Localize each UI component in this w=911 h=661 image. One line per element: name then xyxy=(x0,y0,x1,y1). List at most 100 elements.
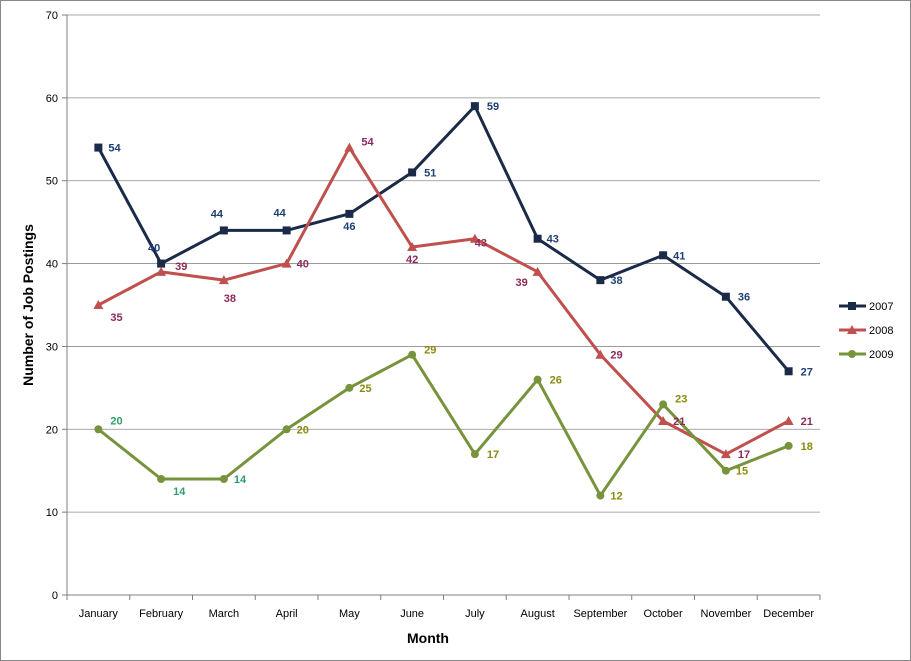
data-point xyxy=(595,349,606,359)
y-tick-label: 50 xyxy=(46,176,58,188)
x-tick-label: July xyxy=(465,608,485,620)
legend-label: 2009 xyxy=(869,349,893,361)
data-point xyxy=(407,242,418,251)
data-point xyxy=(408,168,417,177)
data-label: 20 xyxy=(297,424,309,436)
data-point xyxy=(344,142,355,152)
data-label: 54 xyxy=(361,137,374,149)
data-point xyxy=(345,383,354,392)
data-label: 39 xyxy=(175,261,187,273)
data-label: 25 xyxy=(359,383,371,395)
legend-label: 2007 xyxy=(869,301,893,313)
gridlines xyxy=(67,14,820,513)
legend-marker xyxy=(848,302,856,310)
data-point xyxy=(596,276,605,285)
series-lines xyxy=(93,102,794,500)
y-tick-label: 0 xyxy=(52,590,58,602)
y-tick-label: 10 xyxy=(46,507,58,519)
x-tick-label: February xyxy=(139,608,184,620)
data-point xyxy=(282,226,291,235)
legend: 2007 2008 2009 xyxy=(839,301,893,361)
data-label: 39 xyxy=(516,277,528,289)
x-tick-label: September xyxy=(573,608,627,620)
data-label: 42 xyxy=(406,254,418,266)
data-label: 59 xyxy=(487,101,499,113)
series-2008 xyxy=(93,142,794,459)
data-point xyxy=(157,259,166,268)
legend-marker xyxy=(847,325,857,334)
y-tick-label: 70 xyxy=(46,10,58,22)
data-label: 36 xyxy=(738,292,750,304)
y-axis-title: Number of Job Postings xyxy=(20,224,36,386)
legend-marker xyxy=(848,350,856,358)
data-label: 43 xyxy=(547,234,559,246)
data-point xyxy=(281,258,292,268)
data-label: 12 xyxy=(610,491,622,503)
series-line-2009 xyxy=(97,353,790,498)
data-point xyxy=(469,233,480,243)
series-line-2007 xyxy=(97,104,790,373)
data-point xyxy=(218,275,229,285)
data-point xyxy=(470,450,479,459)
x-tick-label: June xyxy=(400,608,424,620)
data-label: 20 xyxy=(110,415,122,427)
data-point xyxy=(784,441,793,450)
data-label: 23 xyxy=(675,393,687,405)
data-point xyxy=(659,251,668,260)
data-point xyxy=(532,266,543,276)
data-point xyxy=(470,102,479,111)
data-label: 18 xyxy=(801,441,813,453)
data-label: 15 xyxy=(736,466,748,478)
data-point xyxy=(219,475,228,483)
data-label: 29 xyxy=(610,350,622,362)
data-point xyxy=(720,449,731,459)
data-label: 17 xyxy=(487,449,499,461)
x-tick-label: March xyxy=(209,608,240,620)
x-axis-title: Month xyxy=(407,630,449,646)
x-tick-label: May xyxy=(339,608,360,620)
data-label: 44 xyxy=(211,208,224,220)
data-label: 51 xyxy=(424,167,436,179)
legend-item: 2008 xyxy=(839,325,893,337)
data-point xyxy=(721,466,730,475)
y-tick-label: 20 xyxy=(46,424,58,436)
data-label: 27 xyxy=(801,366,813,378)
data-point xyxy=(659,400,668,409)
data-point xyxy=(721,292,730,301)
y-tick-label: 30 xyxy=(46,341,58,353)
x-tick-label: December xyxy=(763,608,814,620)
x-tick-label: January xyxy=(79,608,119,620)
data-label: 14 xyxy=(234,474,247,486)
data-label: 14 xyxy=(173,486,186,498)
data-label: 40 xyxy=(297,259,309,271)
x-tick-label: August xyxy=(521,608,555,620)
series-2009 xyxy=(94,350,793,500)
y-tick-label: 40 xyxy=(46,259,58,271)
axes: 0 10 20 30 40 50 60 70 January February March April… xyxy=(46,10,821,620)
data-label: 43 xyxy=(475,238,487,250)
data-label: 35 xyxy=(110,312,122,324)
data-point xyxy=(219,226,228,235)
data-point xyxy=(784,367,793,376)
data-label: 40 xyxy=(148,243,160,255)
data-point xyxy=(345,209,354,218)
data-label: 41 xyxy=(673,250,685,262)
data-point xyxy=(94,143,103,152)
data-label: 54 xyxy=(108,143,121,155)
legend-item: 2007 xyxy=(839,301,893,313)
series-2007 xyxy=(94,102,793,376)
x-tick-label: November xyxy=(701,608,752,620)
data-point xyxy=(783,416,794,425)
x-tick-label: October xyxy=(644,608,683,620)
data-point xyxy=(533,234,542,243)
data-label: 21 xyxy=(673,416,685,428)
data-label: 46 xyxy=(343,221,355,233)
data-label: 21 xyxy=(801,416,813,428)
data-point xyxy=(156,266,167,276)
data-label: 38 xyxy=(224,293,236,305)
data-point xyxy=(658,416,669,425)
data-point xyxy=(94,425,103,434)
data-point xyxy=(533,375,542,384)
